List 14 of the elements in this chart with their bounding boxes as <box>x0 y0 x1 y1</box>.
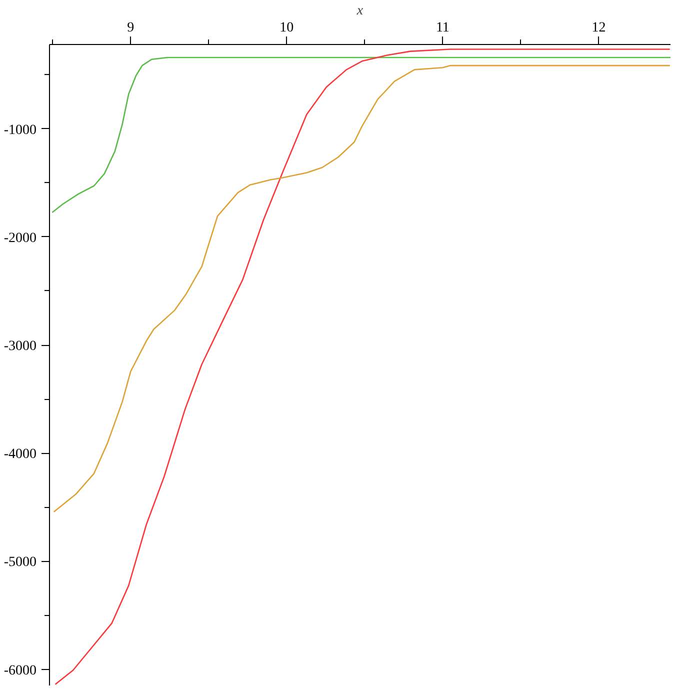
x-tick-label: 9 <box>127 20 134 36</box>
line-series <box>52 56 670 214</box>
y-tick-label: -1000 <box>4 122 37 138</box>
x-tick-label: 12 <box>592 20 606 36</box>
line-series <box>54 48 670 686</box>
y-tick-label: -4000 <box>4 447 37 462</box>
x-tick-label: 10 <box>280 20 294 36</box>
y-tick-label: -5000 <box>4 555 37 570</box>
y-tick-label: -6000 <box>4 663 37 678</box>
y-tick-label: -3000 <box>4 339 37 354</box>
x-tick-label: 11 <box>436 20 450 36</box>
x-axis-title: x <box>356 4 364 18</box>
line-series <box>53 64 670 513</box>
y-tick-label: -2000 <box>4 230 37 246</box>
